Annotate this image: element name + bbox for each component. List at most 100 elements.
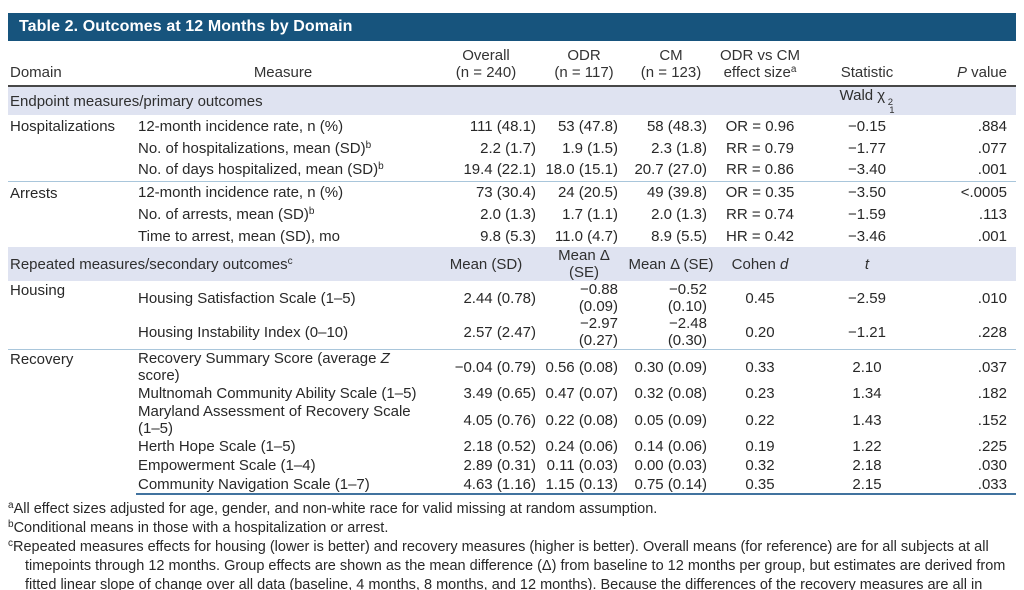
measure-cell: No. of arrests, mean (SD)b bbox=[138, 205, 315, 223]
overall-cell: 2.0 (1.3) bbox=[480, 205, 536, 223]
outcomes-table: Domain Measure Overall (n = 240) ODR (n … bbox=[8, 41, 1016, 495]
col-header-p-value: P value bbox=[930, 41, 1016, 87]
domain-cell: Arrests bbox=[8, 180, 136, 247]
statistic-cell: −2.59 bbox=[848, 289, 886, 307]
cm-cell: 0.14 (0.06) bbox=[634, 438, 707, 455]
odr-cell: 0.11 (0.03) bbox=[546, 457, 618, 474]
cm-cell: 2.0 (1.3) bbox=[651, 205, 707, 223]
measure-cell: Housing Satisfaction Scale (1–5) bbox=[138, 289, 356, 307]
section-header-primary: Endpoint measures/primary outcomes Wald … bbox=[8, 86, 1016, 115]
cm-cell: −0.52 (0.10) bbox=[667, 281, 707, 315]
table-title-bar: Table 2. Outcomes at 12 Months by Domain bbox=[8, 13, 1016, 41]
table-row: Empowerment Scale (1–4) 2.89 (0.31) 0.11… bbox=[8, 456, 1016, 475]
odr-cell: 0.22 (0.08) bbox=[545, 411, 618, 429]
odr-cell: 1.9 (1.5) bbox=[562, 139, 618, 157]
measure-cell: No. of days hospitalized, mean (SD)b bbox=[138, 161, 384, 179]
odr-cell: 0.24 (0.06) bbox=[545, 438, 618, 455]
odr-cell: −2.97 (0.27) bbox=[578, 315, 618, 349]
odr-cell: 24 (20.5) bbox=[542, 180, 626, 203]
effect-size-cell: RR = 0.79 bbox=[726, 139, 794, 157]
section-label: Repeated measures/secondary outcomesc bbox=[8, 247, 430, 281]
odr-cell: 18.0 (15.1) bbox=[545, 161, 618, 179]
p-value-cell: .182 bbox=[977, 385, 1007, 402]
overall-cell: 2.18 (0.52) bbox=[463, 438, 536, 455]
measure-cell: Housing Instability Index (0–10) bbox=[138, 323, 349, 341]
effect-size-cell: 0.19 bbox=[745, 438, 775, 455]
p-value-cell: .228 bbox=[977, 323, 1007, 341]
effect-size-cell: 0.22 bbox=[745, 411, 775, 429]
p-value-cell: .001 bbox=[977, 227, 1007, 245]
overall-cell: 3.49 (0.65) bbox=[463, 385, 536, 402]
cm-cell: 0.30 (0.09) bbox=[626, 349, 716, 384]
cm-cell: 0.05 (0.09) bbox=[634, 411, 707, 429]
overall-cell: 9.8 (5.3) bbox=[480, 227, 536, 245]
col-header-odr: ODR (n = 117) bbox=[542, 41, 626, 87]
p-value-cell: .001 bbox=[977, 161, 1007, 179]
column-header-row: Domain Measure Overall (n = 240) ODR (n … bbox=[8, 41, 1016, 87]
table-row: Housing Instability Index (0–10) 2.57 (2… bbox=[8, 315, 1016, 350]
footnote-c: cRepeated measures effects for housing (… bbox=[8, 538, 1006, 590]
effect-size-cell: 0.33 bbox=[716, 349, 804, 384]
cm-cell: 58 (48.3) bbox=[646, 117, 707, 135]
table-title: Table 2. Outcomes at 12 Months by Domain bbox=[19, 18, 353, 35]
table-row: Community Navigation Scale (1–7) 4.63 (1… bbox=[8, 475, 1016, 495]
statistic-cell: 2.18 bbox=[852, 457, 882, 474]
cm-cell: 49 (39.8) bbox=[626, 180, 716, 203]
table-row: Multnomah Community Ability Scale (1–5) … bbox=[8, 384, 1016, 403]
col-header-statistic: Statistic bbox=[804, 41, 930, 87]
table-row: Arrests 12-month incidence rate, n (%) 7… bbox=[8, 180, 1016, 247]
overall-cell: 73 (30.4) bbox=[430, 180, 542, 203]
table-row: Time to arrest, mean (SD), mo 9.8 (5.3) … bbox=[8, 225, 1016, 247]
footnotes: aAll effect sizes adjusted for age, gend… bbox=[8, 495, 1016, 590]
statistic-cell: 1.22 bbox=[852, 438, 882, 455]
overall-cell: −0.04 (0.79) bbox=[430, 349, 542, 384]
odr-cell: 0.56 (0.08) bbox=[542, 349, 626, 384]
footnote-marker-b: b bbox=[8, 519, 14, 530]
p-value-cell: .113 bbox=[978, 205, 1007, 223]
overall-cell: 2.57 (2.47) bbox=[463, 323, 536, 341]
statistic-cell: −0.15 bbox=[848, 117, 886, 135]
table-row: Housing Housing Satisfaction Scale (1–5)… bbox=[8, 281, 1016, 315]
section-header-secondary: Repeated measures/secondary outcomesc Me… bbox=[8, 247, 1016, 281]
col-header-overall: Overall (n = 240) bbox=[430, 41, 542, 87]
table-row: Hospitalizations 12-month incidence rate… bbox=[8, 115, 1016, 137]
effect-size-cell: RR = 0.74 bbox=[726, 205, 794, 223]
statistic-cell: 2.15 bbox=[804, 475, 930, 495]
overall-cell: 2.2 (1.7) bbox=[480, 139, 536, 157]
footnote-marker-c: c bbox=[8, 538, 13, 549]
statistic-cell: 1.34 bbox=[852, 385, 882, 402]
effect-size-cell: RR = 0.86 bbox=[726, 161, 794, 179]
measure-cell: No. of hospitalizations, mean (SD)b bbox=[138, 139, 372, 157]
measure-cell: Multnomah Community Ability Scale (1–5) bbox=[138, 385, 417, 402]
statistic-cell: 1.43 bbox=[852, 411, 882, 429]
cm-cell: 8.9 (5.5) bbox=[651, 227, 707, 245]
overall-cell: 111 (48.1) bbox=[469, 117, 536, 135]
measure-cell: Maryland Assessment of Recovery Scale (1… bbox=[138, 403, 411, 437]
measure-cell: Time to arrest, mean (SD), mo bbox=[138, 227, 340, 245]
p-value-cell: .884 bbox=[977, 117, 1007, 135]
odr-cell: 1.15 (0.13) bbox=[542, 475, 626, 495]
footnote-marker-a: a bbox=[790, 64, 797, 75]
footnote-marker-b: b bbox=[308, 205, 315, 217]
cm-cell: −2.48 (0.30) bbox=[667, 315, 707, 349]
domain-cell: Hospitalizations bbox=[10, 118, 116, 135]
cm-cell: 0.00 (0.03) bbox=[634, 457, 707, 474]
overall-subheader: Mean (SD) bbox=[430, 247, 542, 281]
odr-cell: 11.0 (4.7) bbox=[554, 227, 618, 245]
effect-size-cell: OR = 0.35 bbox=[716, 180, 804, 203]
statistic-cell: 2.10 bbox=[804, 349, 930, 384]
measure-cell: Empowerment Scale (1–4) bbox=[138, 457, 316, 474]
statistic-cell: −1.59 bbox=[848, 205, 886, 223]
p-value-cell: .225 bbox=[977, 438, 1007, 455]
cm-subheader: Mean Δ (SE) bbox=[626, 247, 716, 281]
overall-cell: 19.4 (22.1) bbox=[463, 161, 536, 179]
effect-size-cell: HR = 0.42 bbox=[726, 227, 794, 245]
table-row: Recovery Recovery Summary Score (average… bbox=[8, 349, 1016, 494]
col-header-cm: CM (n = 123) bbox=[626, 41, 716, 87]
effect-subheader: Cohen d bbox=[716, 247, 804, 281]
table-row: No. of hospitalizations, mean (SD)b 2.2 … bbox=[8, 137, 1016, 159]
effect-size-cell: OR = 0.96 bbox=[725, 117, 795, 135]
